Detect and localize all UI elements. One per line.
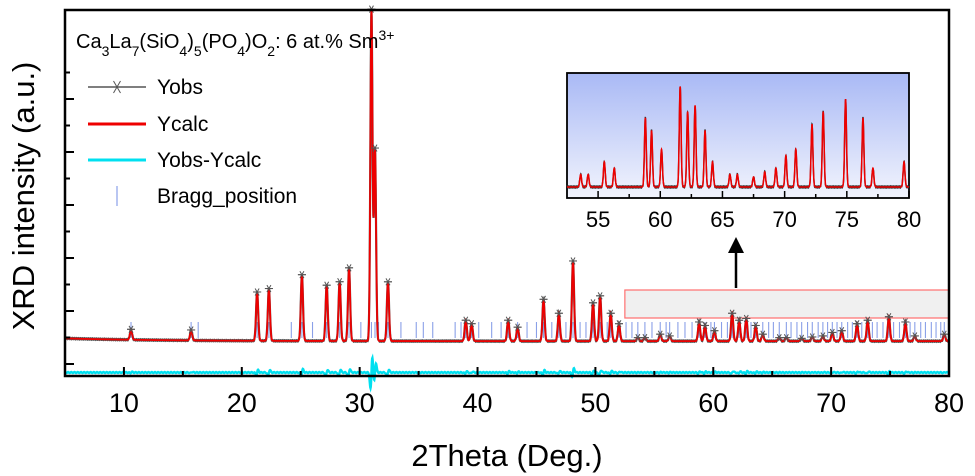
yobs-point — [782, 333, 791, 342]
yobs-point — [596, 292, 605, 300]
yobs-point — [808, 333, 817, 341]
y-axis-ticks — [65, 71, 74, 365]
yobs-point — [461, 316, 470, 324]
yobs-point — [837, 326, 846, 335]
zoom-arrow — [728, 237, 744, 288]
zoom-region-highlight — [624, 289, 950, 319]
inset-x-ticks: 55 60 65 70 75 80 — [586, 191, 921, 232]
legend-entry: Yobs — [88, 76, 203, 99]
inset-x-tick-label: 80 — [897, 207, 921, 232]
yobs-point — [742, 314, 751, 323]
yobs-point — [513, 323, 522, 331]
yobs-point — [467, 319, 476, 328]
yobs-point — [735, 316, 744, 324]
yobs-point — [253, 288, 262, 296]
legend-label: Yobs-Ycalc — [157, 149, 261, 172]
yobs-point — [633, 333, 642, 342]
x-tick-label: 70 — [816, 388, 846, 418]
legend-entry: Bragg_position — [116, 185, 297, 208]
yobs-point — [884, 313, 893, 321]
yobs-point — [695, 318, 704, 326]
yobs-point — [614, 319, 623, 328]
yobs-ycalc-line — [64, 353, 950, 393]
yobs-point — [569, 257, 578, 265]
x-tick-label: 10 — [109, 388, 139, 418]
yobs-point — [606, 309, 615, 317]
x-axis-ticks: 10 20 30 40 50 60 70 80 — [64, 367, 964, 418]
inset-ycalc-line — [567, 86, 909, 188]
yobs-point — [335, 278, 344, 286]
legend: Yobs Ycalc Yobs-Ycalc Bragg_position — [88, 76, 297, 208]
legend-label: Yobs — [157, 76, 203, 99]
inset-x-tick-label: 65 — [710, 207, 734, 232]
yobs-point — [828, 328, 837, 337]
yobs-point — [187, 326, 196, 334]
plot-frame — [63, 8, 951, 378]
yobs-point — [554, 309, 563, 317]
yobs-point — [797, 334, 806, 343]
yobs-point — [910, 332, 919, 340]
inset-x-tick-label: 55 — [586, 207, 610, 232]
x-tick-label: 30 — [345, 388, 375, 418]
compound-annotation: Ca3La7(SiO4)5(PO4)O2: 6 at.% Sm3+ — [76, 27, 394, 59]
x-tick-label: 20 — [227, 388, 257, 418]
yobs-point — [504, 316, 513, 324]
yobs-point — [940, 330, 949, 338]
x-axis-label: 2Theta (Deg.) — [411, 438, 602, 473]
x-tick-label: 40 — [463, 388, 493, 418]
yobs-point — [383, 278, 392, 286]
inset-x-tick-label: 70 — [772, 207, 796, 232]
legend-label: Ycalc — [157, 113, 208, 136]
legend-marker — [110, 80, 124, 94]
yobs-point — [322, 281, 331, 289]
inset-curves — [566, 86, 910, 190]
yobs-point — [264, 284, 273, 293]
yobs-point — [863, 316, 872, 324]
yobs-point — [345, 264, 354, 272]
yobs-point — [370, 144, 379, 152]
yobs-point — [656, 330, 665, 338]
yobs-point — [901, 318, 910, 326]
yobs-point — [818, 332, 827, 340]
inset-x-tick-label: 60 — [648, 207, 672, 232]
yobs-point — [758, 330, 767, 338]
yobs-point — [751, 321, 760, 330]
yobs-point — [589, 299, 598, 307]
x-tick-label: 50 — [580, 388, 610, 418]
y-axis-label: XRD intensity (a.u.) — [6, 62, 41, 331]
x-tick-label: 60 — [698, 388, 728, 418]
yobs-point — [127, 325, 136, 334]
x-tick-label: 80 — [934, 388, 964, 418]
inset-x-tick-label: 75 — [835, 207, 859, 232]
yobs-point — [853, 319, 862, 328]
legend-entry: Ycalc — [88, 113, 208, 136]
yobs-point — [710, 326, 719, 335]
legend-entry: Yobs-Ycalc — [88, 149, 261, 172]
yobs-point — [640, 333, 649, 342]
yobs-point — [665, 332, 674, 340]
yobs-markers — [127, 5, 949, 343]
yobs-point — [539, 295, 548, 304]
yobs-point — [728, 309, 737, 317]
yobs-point — [701, 321, 710, 330]
inset-zoom-panel: 55 60 65 70 75 80 — [566, 72, 921, 232]
legend-label: Bragg_position — [157, 185, 297, 208]
yobs-point — [297, 270, 306, 279]
yobs-point — [775, 333, 784, 342]
